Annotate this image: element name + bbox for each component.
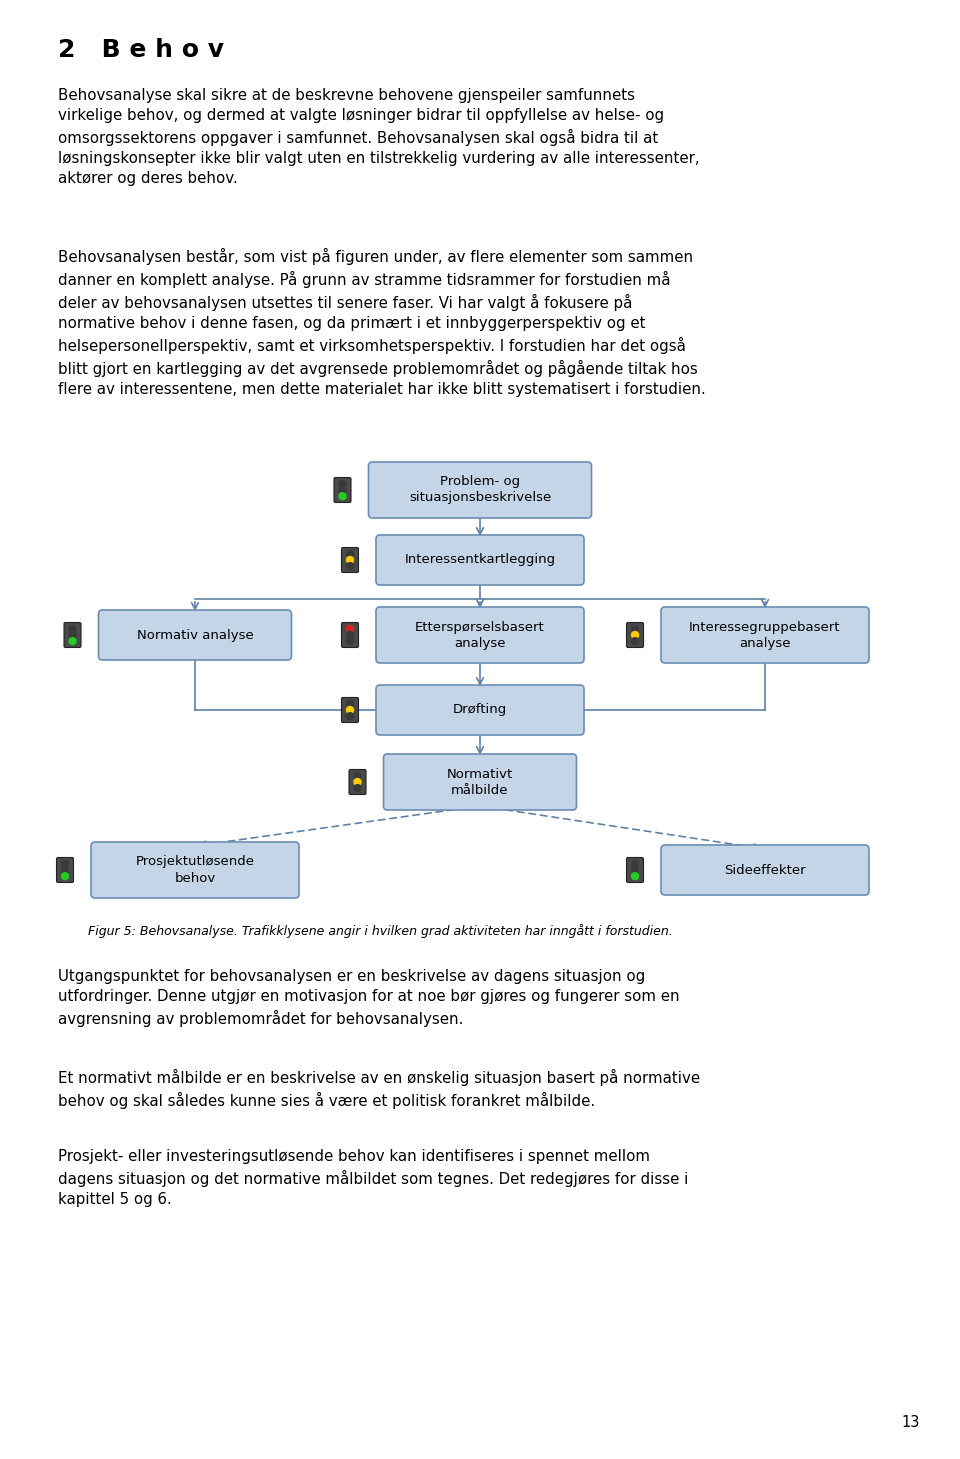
FancyBboxPatch shape [342, 697, 358, 722]
Circle shape [632, 638, 638, 645]
Text: Behovsanalyse skal sikre at de beskrevne behovene gjenspeiler samfunnets
virkeli: Behovsanalyse skal sikre at de beskrevne… [58, 88, 700, 185]
Circle shape [354, 779, 361, 785]
Circle shape [632, 632, 638, 639]
Text: Utgangspunktet for behovsanalysen er en beskrivelse av dagens situasjon og
utfor: Utgangspunktet for behovsanalysen er en … [58, 969, 680, 1027]
FancyBboxPatch shape [376, 684, 584, 735]
FancyBboxPatch shape [369, 463, 591, 518]
Text: Etterspørselsbasert
analyse: Etterspørselsbasert analyse [415, 620, 545, 649]
Circle shape [632, 872, 638, 880]
Circle shape [69, 626, 76, 632]
Circle shape [339, 480, 346, 487]
Circle shape [69, 632, 76, 639]
Text: Prosjektutløsende
behov: Prosjektutløsende behov [135, 855, 254, 884]
Text: 2   B e h o v: 2 B e h o v [58, 38, 224, 61]
FancyBboxPatch shape [99, 610, 292, 659]
Text: Figur 5: Behovsanalyse. Trafikklysene angir i hvilken grad aktiviteten har inngå: Figur 5: Behovsanalyse. Trafikklysene an… [88, 924, 673, 938]
Circle shape [347, 556, 353, 563]
Text: Normativt
målbilde: Normativt målbilde [446, 767, 514, 797]
Circle shape [347, 712, 353, 719]
Text: Et normativt målbilde er en beskrivelse av en ønskelig situasjon basert på norma: Et normativt målbilde er en beskrivelse … [58, 1069, 700, 1109]
Circle shape [632, 867, 638, 874]
FancyBboxPatch shape [91, 842, 299, 897]
FancyBboxPatch shape [376, 607, 584, 662]
Circle shape [347, 563, 353, 569]
Circle shape [347, 632, 353, 639]
FancyBboxPatch shape [64, 623, 81, 648]
Circle shape [354, 785, 361, 792]
Circle shape [347, 700, 353, 708]
FancyBboxPatch shape [627, 623, 643, 648]
Circle shape [61, 872, 68, 880]
FancyBboxPatch shape [661, 607, 869, 662]
FancyBboxPatch shape [627, 858, 643, 883]
FancyBboxPatch shape [334, 477, 351, 502]
Circle shape [61, 867, 68, 874]
Circle shape [632, 861, 638, 867]
FancyBboxPatch shape [661, 845, 869, 894]
Text: Behovsanalysen består, som vist på figuren under, av flere elementer som sammen
: Behovsanalysen består, som vist på figur… [58, 248, 706, 397]
Text: Interessegruppebasert
analyse: Interessegruppebasert analyse [689, 620, 841, 649]
FancyBboxPatch shape [376, 535, 584, 585]
FancyBboxPatch shape [342, 623, 358, 648]
Circle shape [347, 626, 353, 632]
Circle shape [69, 638, 76, 645]
Text: Problem- og
situasjonsbeskrivelse: Problem- og situasjonsbeskrivelse [409, 476, 551, 505]
FancyBboxPatch shape [57, 858, 74, 883]
Text: Interessentkartlegging: Interessentkartlegging [404, 553, 556, 566]
FancyBboxPatch shape [383, 754, 577, 810]
Text: Prosjekt- eller investeringsutløsende behov kan identifiseres i spennet mellom
d: Prosjekt- eller investeringsutløsende be… [58, 1150, 688, 1207]
Circle shape [339, 486, 346, 493]
Text: Sideeffekter: Sideeffekter [724, 864, 805, 877]
FancyBboxPatch shape [349, 769, 366, 795]
Circle shape [347, 706, 353, 713]
Circle shape [632, 626, 638, 632]
Circle shape [347, 638, 353, 645]
Circle shape [347, 550, 353, 557]
Circle shape [339, 493, 346, 499]
Circle shape [354, 772, 361, 779]
FancyBboxPatch shape [342, 547, 358, 572]
Circle shape [61, 861, 68, 867]
Text: Normativ analyse: Normativ analyse [136, 629, 253, 642]
Text: Drøfting: Drøfting [453, 703, 507, 716]
Text: 13: 13 [901, 1415, 920, 1430]
